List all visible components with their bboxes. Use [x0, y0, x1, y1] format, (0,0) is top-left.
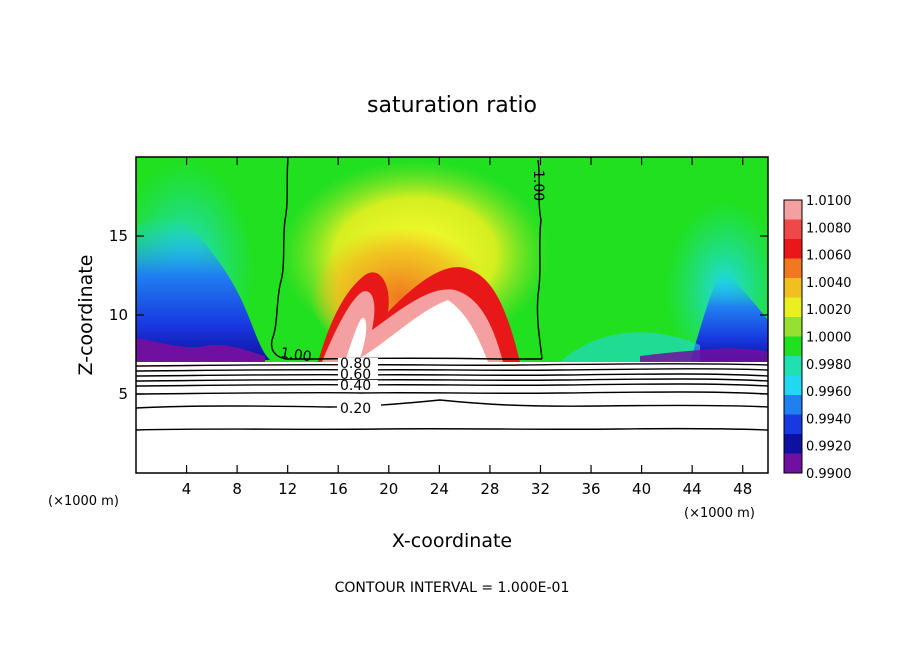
contour-0-30	[135, 391, 769, 395]
field-blue-left	[136, 216, 270, 362]
colorbar-label: 0.9920	[806, 440, 852, 455]
contour-label-0-20: 0.20	[340, 401, 371, 417]
contour-labels: 1.00 1.00 0.80 0.60 0.40 0.20	[279, 170, 546, 417]
contour-0-40	[135, 383, 769, 387]
contour-label-0-80: 0.80	[340, 356, 371, 372]
contour-0-10	[135, 427, 769, 431]
colorbar-swatch	[784, 200, 802, 220]
x-tick-label: 8	[232, 480, 242, 498]
contour-label-1-00-left: 1.00	[279, 345, 312, 365]
colorbar-label: 1.0020	[806, 303, 852, 318]
y-tick-label: 15	[109, 227, 128, 245]
colorbar-swatch	[784, 414, 802, 435]
x-tick-label: 48	[733, 480, 752, 498]
x-unit-left: (×1000 m)	[48, 494, 119, 509]
colorbar-swatch	[784, 356, 802, 376]
contour-label-0-60: 0.60	[340, 367, 371, 383]
colorbar-swatch	[784, 317, 802, 337]
contour-lines	[135, 157, 769, 431]
filled-contours	[136, 157, 768, 473]
colorbar: 1.0100 1.0080 1.0060 1.0040 1.0020 1.0000 0.99…	[783, 194, 852, 482]
colorbar-label: 1.0100	[806, 194, 852, 209]
colorbar-swatch	[784, 395, 802, 415]
x-axis-ticks: 4 8 12 16 20 24 28 32 36 40 44 48	[182, 157, 752, 498]
x-tick-label: 40	[632, 480, 651, 498]
colorbar-label: 1.0080	[806, 221, 852, 236]
contour-label-0-40: 0.40	[340, 378, 371, 394]
colorbar-swatch	[784, 278, 802, 298]
colorbar-swatch	[784, 219, 802, 240]
field-blue-right	[690, 270, 768, 362]
x-axis-title: X-coordinate	[392, 530, 512, 552]
colorbar-label: 0.9940	[806, 412, 852, 427]
x-tick-label: 28	[480, 480, 499, 498]
colorbar-label: 1.0060	[806, 249, 852, 264]
colorbar-swatch	[784, 375, 802, 396]
x-tick-label: 32	[531, 480, 550, 498]
x-unit-right: (×1000 m)	[684, 506, 755, 521]
contour-0-20	[135, 399, 769, 409]
contour-0-70	[135, 368, 769, 372]
contour-0-50	[135, 378, 769, 382]
y-tick-label: 5	[118, 385, 128, 403]
colorbar-label: 1.0040	[806, 276, 852, 291]
colorbar-swatch	[784, 239, 802, 259]
field-white-core	[345, 300, 488, 362]
colorbar-swatch	[784, 434, 802, 454]
y-tick-label: 10	[109, 306, 128, 324]
contour-0-60	[135, 373, 769, 377]
colorbar-swatch	[784, 336, 802, 357]
colorbar-label: 0.9960	[806, 385, 852, 400]
x-tick-label: 44	[683, 480, 702, 498]
y-axis-title: Z-coordinate	[75, 255, 97, 376]
colorbar-label: 0.9980	[806, 358, 852, 373]
field-purple-right	[640, 348, 768, 362]
colorbar-label: 0.9900	[806, 467, 852, 482]
colorbar-swatch	[784, 258, 802, 279]
x-tick-label: 36	[581, 480, 600, 498]
colorbar-label: 1.0000	[806, 331, 852, 346]
colorbar-frame	[783, 199, 803, 474]
y-axis-ticks: 5 10 15	[109, 227, 768, 403]
contour-label-1-00-right: 1.00	[530, 170, 546, 201]
contour-1-00-right	[536, 159, 543, 360]
x-tick-label: 20	[379, 480, 398, 498]
x-tick-label: 12	[278, 480, 297, 498]
colorbar-swatch	[784, 297, 802, 318]
chart-title: saturation ratio	[367, 93, 537, 118]
x-tick-label: 4	[182, 480, 192, 498]
field-purple-left	[136, 338, 265, 362]
contour-0-80	[135, 363, 769, 367]
x-tick-label: 24	[430, 480, 449, 498]
contour-interval-footer: CONTOUR INTERVAL = 1.000E-01	[335, 580, 570, 596]
colorbar-swatch	[784, 453, 802, 474]
x-tick-label: 16	[329, 480, 348, 498]
contour-1-00-left	[270, 157, 318, 360]
